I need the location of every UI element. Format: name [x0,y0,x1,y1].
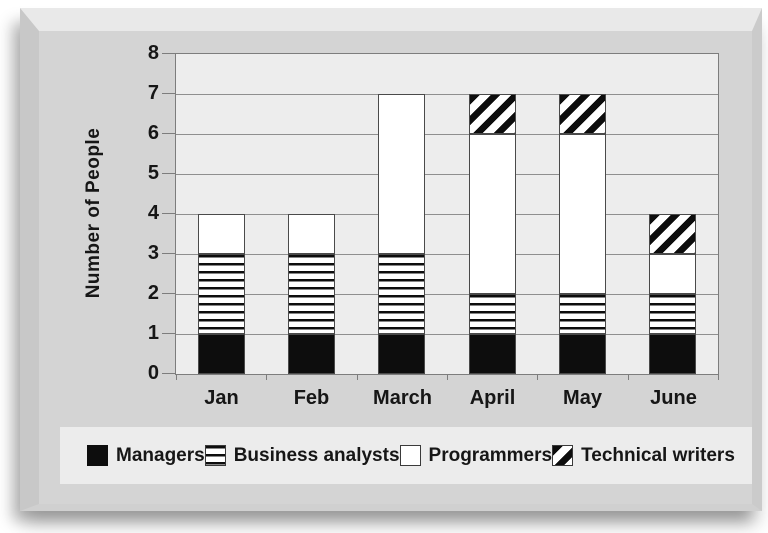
legend-label: Managers [116,444,205,466]
legend-item: Programmers [399,444,553,467]
plot-area [175,53,719,375]
y-tick-label: 5 [147,162,159,184]
x-tick [628,375,629,380]
x-tick [266,375,267,380]
bar-segment-diagonal-stripes [469,94,516,134]
bar-segment-diagonal-stripes [649,214,696,254]
legend-swatch-diagonal-stripes-icon [552,445,574,466]
x-axis-label: Feb [293,387,330,409]
grid-line [176,294,718,295]
grid-line [176,334,718,335]
bar-segment-solid-black [198,334,245,374]
x-axis-label: March [373,387,432,409]
bar-segment-diagonal-stripes [559,94,606,134]
x-axis-label: June [650,387,697,409]
legend-label: Technical writers [581,444,735,466]
x-tick [537,375,538,380]
bar-segment-horizontal-stripes [469,294,516,334]
stacked-bar [469,54,516,374]
bar-segment-solid-white [378,94,425,254]
x-tick [176,375,177,380]
y-tick-label: 6 [147,122,159,144]
y-tick [162,293,175,294]
y-tick [162,93,175,94]
bar-segment-solid-white [649,254,696,294]
y-tick-label: 1 [147,322,159,344]
y-tick [162,373,175,374]
grid-line [176,214,718,215]
bar-segment-solid-black [469,334,516,374]
y-tick-label: 2 [147,282,159,304]
bar-segment-horizontal-stripes [378,254,425,334]
y-tick [162,333,175,334]
legend-swatch-solid-black-icon [87,445,108,466]
grid-line [176,174,718,175]
y-tick-label: 0 [147,362,159,384]
y-tick-label: 3 [147,242,159,264]
bar-segment-solid-black [649,334,696,374]
x-axis-label: May [563,387,602,409]
stacked-bar [378,54,425,374]
x-tick [447,375,448,380]
bar-segment-horizontal-stripes [559,294,606,334]
bar-segment-solid-white [198,214,245,254]
y-tick [162,53,175,54]
stacked-bar [559,54,606,374]
legend: Managers Business analysts Programmers Tech… [60,427,752,484]
y-tick [162,213,175,214]
legend-swatch-solid-white-icon [399,445,421,466]
x-tick [718,375,719,380]
bar-segment-horizontal-stripes [288,254,335,334]
legend-label: Business analysts [233,444,400,466]
legend-swatch-horizontal-stripes-icon [204,445,226,466]
chart-region: Number of People Managers Business analys… [39,31,752,504]
legend-label: Programmers [428,444,553,466]
grid-line [176,94,718,95]
legend-item: Managers [87,445,205,467]
bar-segment-solid-white [288,214,335,254]
x-tick [357,375,358,380]
y-axis-title: Number of People [83,127,104,299]
bar-segment-solid-white [469,134,516,294]
bar-segment-horizontal-stripes [198,254,245,334]
stacked-bar [198,54,245,374]
y-tick [162,173,175,174]
legend-item: Business analysts [204,444,400,467]
bar-segment-solid-white [559,134,606,294]
stacked-bar [288,54,335,374]
y-tick-label: 8 [147,42,159,64]
grid-line [176,254,718,255]
y-tick [162,253,175,254]
bar-segment-solid-black [288,334,335,374]
bar-segment-solid-black [378,334,425,374]
chart-panel: Number of People Managers Business analys… [20,8,762,511]
grid-line [176,134,718,135]
x-axis-label: Jan [204,387,239,409]
x-axis-label: April [469,387,516,409]
y-tick [162,133,175,134]
legend-item: Technical writers [552,445,735,467]
bar-segment-solid-black [559,334,606,374]
stacked-bar [649,54,696,374]
y-tick-label: 4 [147,202,159,224]
bar-segment-horizontal-stripes [649,294,696,334]
y-tick-label: 7 [147,82,159,104]
